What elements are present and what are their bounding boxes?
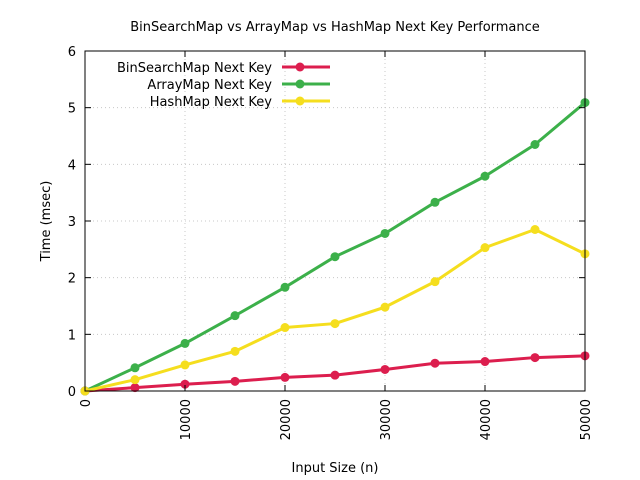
legend-label: BinSearchMap Next Key [117, 61, 272, 76]
x-tick-label: 10000 [179, 399, 194, 440]
data-point [130, 375, 140, 385]
data-point [230, 311, 240, 321]
y-tick-label: 3 [68, 215, 76, 230]
x-tick-label: 40000 [479, 399, 494, 440]
data-point [280, 323, 290, 333]
legend-label: HashMap Next Key [150, 95, 273, 110]
y-tick-label: 0 [68, 385, 76, 400]
y-tick-label: 5 [68, 102, 76, 117]
chart-title: BinSearchMap vs ArrayMap vs HashMap Next… [130, 20, 540, 35]
series-line [84, 101, 586, 393]
y-tick-label: 6 [68, 45, 76, 60]
x-tick-label: 50000 [579, 399, 594, 440]
data-point [530, 353, 540, 363]
data-point [280, 372, 290, 382]
x-tick-label: 20000 [279, 399, 294, 440]
y-axis-label: Time (msec) [39, 181, 54, 263]
data-point [530, 140, 540, 149]
axis-ticks: 0 1 2 3 4 5 6 0 10000 20000 30000 40000 50000 [68, 45, 594, 440]
data-point [130, 363, 140, 373]
data-point [480, 243, 490, 253]
data-point [480, 357, 490, 367]
data-point [380, 228, 390, 238]
data-point [430, 197, 440, 207]
series-layer [80, 98, 590, 396]
y-tick-label: 1 [68, 328, 76, 343]
data-point [480, 171, 490, 181]
data-point [380, 302, 390, 312]
data-point [180, 360, 190, 370]
data-point [430, 277, 440, 287]
data-point [280, 282, 290, 292]
data-point [330, 370, 340, 380]
x-axis-label: Input Size (n) [292, 461, 379, 476]
data-point [430, 358, 440, 368]
y-tick-label: 2 [68, 272, 76, 287]
x-tick-label: 0 [79, 399, 94, 407]
legend-label: ArrayMap Next Key [147, 78, 272, 93]
data-point [180, 338, 190, 348]
legend: BinSearchMap Next Key ArrayMap Next Key Ha… [117, 61, 330, 110]
legend-swatch-point [295, 79, 305, 89]
x-tick-label: 30000 [379, 399, 394, 440]
legend-swatch-point [295, 96, 305, 106]
data-point [230, 376, 240, 386]
data-point [530, 225, 540, 234]
data-point [330, 319, 340, 329]
y-tick-label: 4 [68, 158, 76, 173]
data-point [230, 346, 240, 356]
data-point [180, 379, 190, 389]
legend-swatch-point [295, 62, 305, 72]
data-point [330, 252, 340, 262]
data-point [380, 364, 390, 374]
data-point [130, 383, 140, 393]
